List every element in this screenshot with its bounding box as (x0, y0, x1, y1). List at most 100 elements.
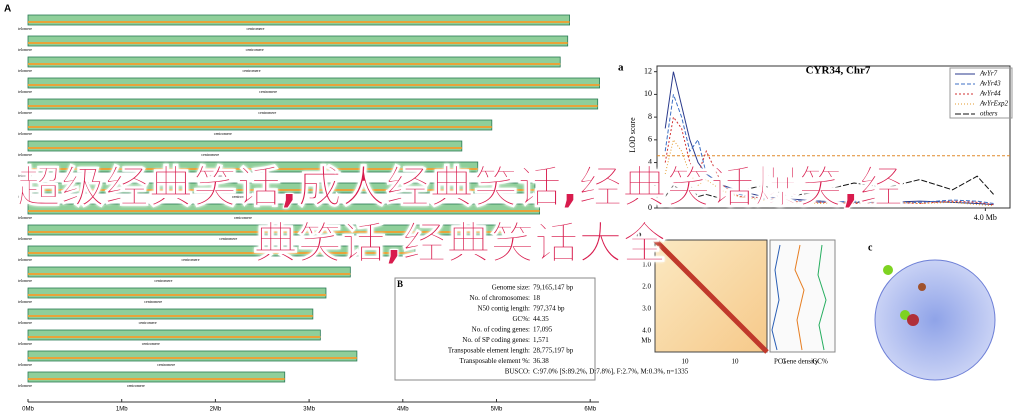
gc-stripe (28, 147, 462, 149)
y-tick-label: 8 (648, 112, 652, 121)
telomere-label: telomere (18, 320, 32, 325)
telomere-label: telomere (18, 68, 32, 73)
gc-stripe (28, 168, 478, 170)
row-key: GC%: (513, 315, 531, 323)
chromosome-bar (27, 161, 479, 173)
row-value: 79,165,147 bp (533, 284, 574, 292)
chromosome-bar (27, 203, 541, 215)
telomere-label: telomere (18, 341, 32, 346)
legend-label: AvYr44 (979, 90, 1001, 98)
centromere-label: centromere (201, 152, 219, 157)
panel-label: c (868, 242, 873, 253)
centromere-label: centromere (208, 173, 226, 178)
gc-stripe (28, 210, 540, 212)
telomere-label: telomere (18, 194, 32, 199)
centromere-label: centromere (246, 47, 264, 52)
centromere-label: centromere (259, 89, 277, 94)
row-value: 18 (533, 294, 541, 302)
telomere-label: telomere (18, 110, 32, 115)
gc-stripe (28, 189, 535, 191)
chromosome-bar (27, 287, 327, 299)
centromere-label: centromere (144, 299, 162, 304)
y-axis-label: LOD score (628, 117, 637, 153)
centromere-label: centromere (214, 131, 232, 136)
chromosome-bar (27, 224, 506, 236)
track-label: 10 (732, 358, 740, 366)
gc-stripe (28, 126, 492, 128)
row-key: Transposable element length: (448, 347, 530, 355)
row-key: No. of coding genes: (472, 326, 530, 334)
gc-stripe (28, 273, 351, 275)
x-tick-label: 4.0 Mb (974, 213, 997, 222)
centromere-label: centromere (258, 110, 276, 115)
chromosome-bar (27, 35, 569, 47)
centromere-label: centromere (243, 68, 261, 73)
chromosome-bar (27, 77, 600, 89)
centromere-label: centromere (157, 362, 175, 367)
x-tick-label: 0Mb (22, 407, 34, 413)
telomere-label: telomere (18, 299, 32, 304)
chromosome-bar (27, 329, 321, 341)
centromere-label: centromere (219, 236, 237, 241)
gc-stripe (28, 252, 415, 254)
legend-label: AvYr43 (979, 80, 1001, 88)
row-value: C:97.0% [S:89.2%, D:7.8%], F:2.7%, M:0.3… (533, 368, 689, 376)
centromere-label: centromere (154, 278, 172, 283)
telomere-label: telomere (18, 131, 32, 136)
panel-label: b (636, 229, 642, 240)
centromere-label: centromere (232, 194, 250, 199)
centromere-label: centromere (142, 341, 160, 346)
chromosome-bar (27, 119, 493, 131)
x-tick-label: 5Mb (491, 407, 503, 413)
telomere-label: telomere (18, 257, 32, 262)
row-value: 44.35 (533, 315, 549, 323)
chromosome-bar (27, 266, 351, 278)
telomere-label: telomere (18, 236, 32, 241)
gc-stripe (28, 105, 598, 107)
track-label: Gene density (782, 358, 819, 366)
node (900, 310, 910, 320)
row-key: Genome size: (492, 284, 530, 292)
x-tick-label: 2Mb (210, 407, 222, 413)
axis-label: 2.0 (642, 283, 651, 291)
chromosome-bar (27, 308, 314, 320)
legend-label: AvYrExp2 (979, 100, 1008, 108)
telomere-label: telomere (18, 215, 32, 220)
chart-title: CYR34, Chr7 (806, 65, 871, 77)
row-key: No. of SP coding genes: (462, 336, 530, 344)
telomere-label: telomere (18, 173, 32, 178)
panel-label: a (618, 62, 624, 74)
chromosome-bar (27, 98, 599, 110)
row-key: No. of chromosomes: (470, 294, 531, 302)
chromosome-bar (27, 245, 416, 257)
centromere-label: centromere (234, 215, 252, 220)
row-value: 17,095 (533, 326, 553, 334)
track-label: 10 (682, 358, 690, 366)
legend-label: AvYr7 (979, 70, 998, 78)
panel-label: A (4, 4, 11, 15)
telomere-label: telomere (18, 362, 32, 367)
table-box (394, 277, 596, 381)
telomere-label: telomere (18, 278, 32, 283)
legend-box (949, 67, 1013, 119)
centromere-label: centromere (182, 257, 200, 262)
y-tick-label: 2 (648, 180, 652, 189)
y-tick-label: 6 (648, 135, 652, 144)
y-tick-label: 10 (644, 89, 652, 98)
row-value: 36.38 (533, 357, 549, 365)
plot-frame (656, 65, 1011, 209)
centromere-label: centromere (246, 26, 264, 31)
x-tick-label: 1Mb (116, 407, 128, 413)
hic-diagonal (653, 238, 769, 354)
node (918, 283, 926, 291)
telomere-label: telomere (18, 152, 32, 157)
axis-label: 4.0 (642, 327, 651, 335)
gc-stripe (28, 231, 505, 233)
x-tick-label: 4Mb (397, 407, 409, 413)
gc-stripe (28, 357, 357, 359)
centromere-label: centromere (127, 383, 145, 388)
chromosome-bar (27, 140, 463, 152)
axis-label: Mb (641, 337, 651, 345)
